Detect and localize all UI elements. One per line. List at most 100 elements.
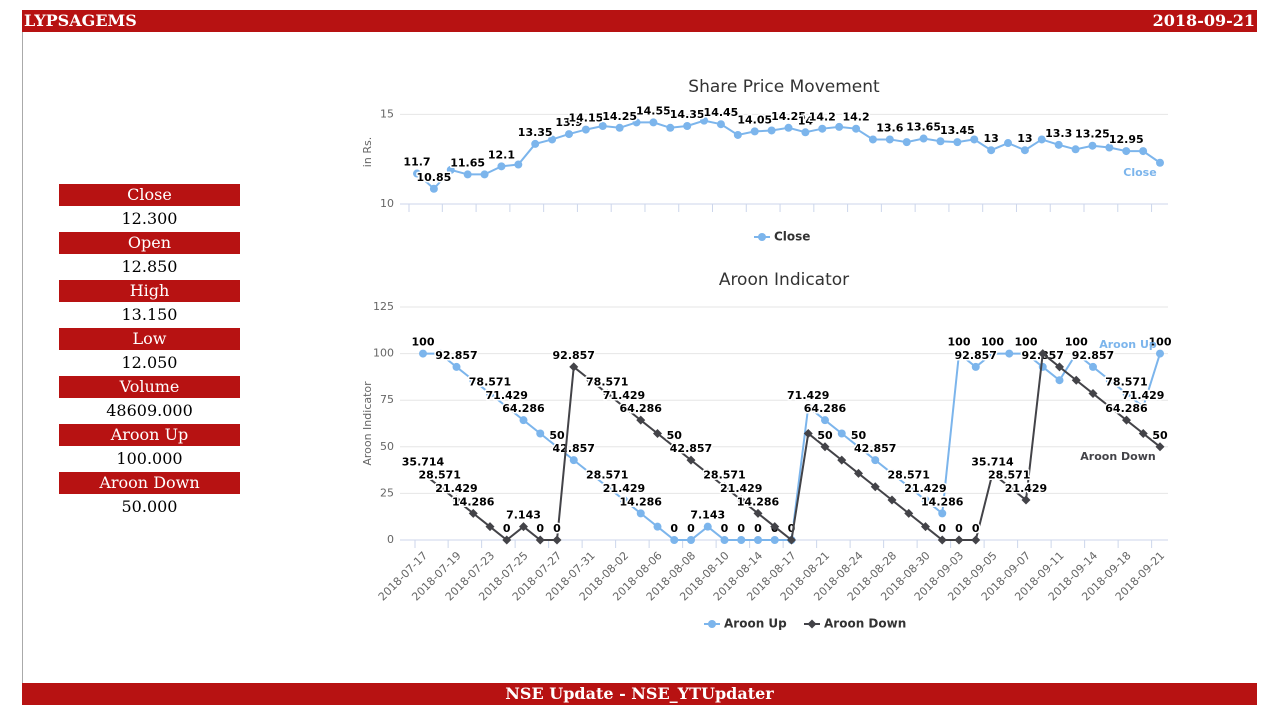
- marker: [854, 468, 863, 478]
- stat-value: 12.850: [121, 257, 178, 276]
- data-label: 13: [1017, 132, 1032, 145]
- marker: [803, 428, 813, 438]
- marker: [770, 536, 779, 544]
- marker: [970, 135, 979, 144]
- data-label: 14.15: [568, 112, 603, 125]
- marker: [1004, 139, 1013, 148]
- stat-label: Volume: [59, 376, 240, 398]
- data-label: 100: [1065, 336, 1088, 349]
- marker: [708, 620, 716, 628]
- data-label: 50: [1152, 429, 1168, 442]
- marker: [1037, 135, 1046, 144]
- data-label: 64.286: [1105, 402, 1148, 415]
- marker: [1071, 145, 1080, 154]
- marker: [767, 126, 776, 135]
- data-label: 28.571: [988, 469, 1030, 482]
- data-label: 21.429: [1005, 482, 1047, 495]
- stat-label: Low: [59, 328, 240, 350]
- marker: [586, 469, 595, 478]
- data-label: 0: [721, 522, 729, 535]
- y-tick-label: 50: [380, 440, 394, 453]
- data-label: 13: [983, 132, 998, 145]
- marker: [1139, 147, 1148, 156]
- marker: [938, 509, 947, 518]
- marker: [1105, 402, 1115, 412]
- marker: [758, 233, 766, 241]
- stat-value: 48609.000: [106, 401, 193, 420]
- marker: [1088, 141, 1097, 150]
- data-label: 0: [536, 522, 544, 535]
- data-label: 64.286: [620, 402, 663, 415]
- marker: [418, 468, 428, 478]
- data-label: 10.85: [416, 171, 451, 184]
- marker: [620, 496, 628, 505]
- data-label: 14.25: [771, 110, 806, 123]
- stat-value: 50.000: [121, 497, 178, 516]
- data-label: 42.857: [553, 442, 595, 455]
- marker: [463, 170, 472, 179]
- stat-value: 12.050: [121, 353, 178, 372]
- marker: [435, 482, 445, 492]
- marker: [1156, 158, 1164, 167]
- marker: [971, 535, 981, 545]
- marker: [586, 375, 595, 385]
- data-label: 14.286: [921, 495, 964, 508]
- marker: [754, 536, 762, 544]
- data-label: 35.714: [402, 455, 445, 468]
- data-label: 0: [972, 522, 980, 535]
- marker: [1122, 415, 1131, 425]
- marker: [1005, 349, 1014, 358]
- marker: [787, 535, 796, 545]
- marker: [446, 165, 455, 174]
- marker: [1122, 389, 1131, 398]
- data-label: 14.2: [842, 111, 869, 124]
- data-label: 35.714: [971, 455, 1014, 468]
- marker: [413, 169, 421, 178]
- marker: [1155, 442, 1165, 452]
- marker: [921, 522, 930, 532]
- marker: [683, 122, 692, 130]
- stat-value: 12.300: [121, 209, 178, 228]
- marker: [837, 429, 846, 438]
- footer-bar: NSE Update - NSE_YTUpdater: [22, 683, 1257, 705]
- data-label: 0: [788, 522, 796, 535]
- data-label: 50: [667, 429, 683, 442]
- marker: [419, 349, 427, 358]
- marker: [1072, 349, 1081, 358]
- data-label: 7.143: [506, 509, 541, 522]
- data-label: 12.1: [488, 148, 515, 161]
- marker: [1139, 402, 1148, 411]
- marker: [519, 522, 528, 532]
- data-label: 13.6: [876, 121, 903, 134]
- marker: [452, 362, 461, 371]
- legend-label: Aroon Up: [724, 617, 787, 631]
- marker: [750, 127, 759, 136]
- marker: [1022, 349, 1030, 358]
- data-label: 0: [687, 522, 695, 535]
- marker: [870, 482, 880, 492]
- marker: [955, 349, 963, 358]
- marker: [485, 522, 495, 532]
- marker: [971, 362, 980, 371]
- sidebar: Close 12.300 Open 12.850 High 13.150 Low 12.050…: [59, 184, 240, 520]
- marker: [653, 522, 662, 531]
- legend-label: Close: [774, 230, 810, 244]
- marker: [700, 116, 709, 125]
- marker: [804, 402, 813, 411]
- data-label: 14.286: [452, 495, 495, 508]
- data-label: 64.286: [804, 402, 847, 415]
- marker: [1138, 428, 1148, 438]
- marker: [569, 362, 579, 372]
- marker: [669, 442, 679, 452]
- marker: [821, 416, 829, 425]
- stat-label: Close: [59, 184, 240, 206]
- marker: [497, 162, 506, 171]
- marker: [636, 415, 646, 425]
- marker: [581, 125, 590, 134]
- marker: [502, 402, 511, 411]
- marker: [837, 455, 847, 465]
- data-label: 11.65: [450, 156, 485, 169]
- y-tick-label: 0: [387, 533, 394, 546]
- marker: [988, 468, 997, 478]
- data-label: 50: [817, 429, 833, 442]
